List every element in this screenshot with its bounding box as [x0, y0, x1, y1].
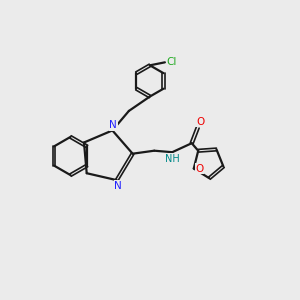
Text: N: N	[114, 181, 122, 190]
Text: NH: NH	[166, 154, 180, 164]
Text: Cl: Cl	[166, 57, 177, 67]
Text: O: O	[196, 117, 204, 127]
Text: O: O	[196, 164, 204, 173]
Text: N: N	[110, 120, 117, 130]
